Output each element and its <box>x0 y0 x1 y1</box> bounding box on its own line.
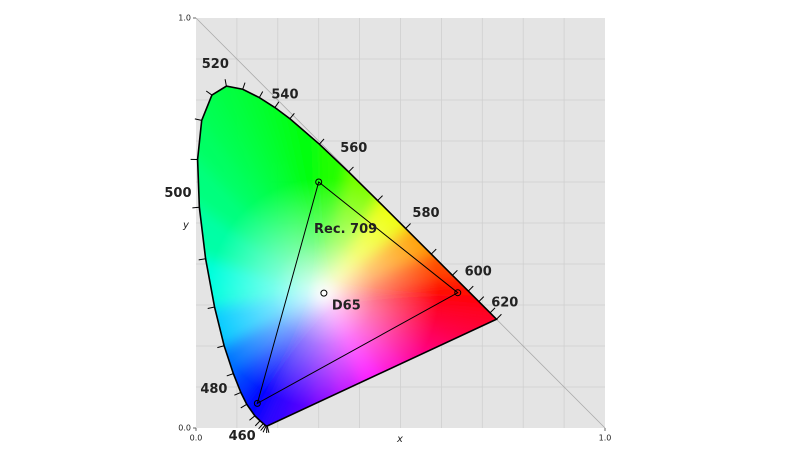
whitepoint <box>320 289 328 297</box>
locus-tick <box>430 248 437 255</box>
wavelength-label: 500 <box>164 186 191 201</box>
x-axis-label: x <box>396 434 403 445</box>
locus-tick <box>217 345 225 349</box>
locus-tick <box>260 424 266 431</box>
y-axis-label: y <box>182 220 190 231</box>
wavelength-label: 540 <box>271 88 298 103</box>
x-tick-label: 0.0 <box>190 434 203 443</box>
locus-tick <box>318 138 325 145</box>
locus-tick <box>452 269 458 276</box>
wavelength-label: 460 <box>229 429 256 444</box>
locus-tick <box>405 223 411 229</box>
locus-tick <box>254 420 261 427</box>
locus-tick <box>496 313 502 320</box>
locus-tick <box>249 415 256 421</box>
wavelength-label: 560 <box>340 141 367 156</box>
gamut-wedge <box>222 86 324 294</box>
wavelength-label: 600 <box>465 264 492 279</box>
locus-tick <box>194 118 202 121</box>
locus-tick <box>258 423 264 430</box>
locus-tick <box>478 296 485 302</box>
locus-tick <box>226 373 234 377</box>
locus-tick <box>262 425 267 433</box>
primary-point <box>315 178 323 186</box>
wavelength-label: 620 <box>491 295 518 310</box>
gamut-wedge <box>262 86 324 294</box>
locus-tick <box>198 258 206 261</box>
locus-tick <box>242 82 246 90</box>
locus-tick <box>348 166 354 173</box>
wavelength-label: 580 <box>412 206 439 221</box>
locus-tick <box>274 101 280 108</box>
y-tick-label: 1.0 <box>178 14 191 23</box>
locus-tick <box>377 195 383 201</box>
locus-tick <box>258 91 264 98</box>
wavelength-label: 480 <box>200 382 227 397</box>
locus-tick <box>234 391 242 396</box>
gamut-label: Rec. 709 <box>314 222 377 237</box>
x-tick-label: 1.0 <box>599 434 612 443</box>
locus-tick <box>467 285 474 292</box>
y-tick-label: 0.0 <box>178 424 191 433</box>
primary-point <box>253 399 261 407</box>
locus-tick <box>192 206 200 209</box>
primary-point <box>454 289 462 297</box>
gamut-triangle <box>256 181 459 405</box>
wavelength-label: 520 <box>202 57 229 72</box>
locus-tick <box>224 79 227 87</box>
locus-tick <box>205 90 213 96</box>
locus-tick <box>489 307 496 314</box>
locus-tick <box>240 403 248 409</box>
whitepoint-label: D65 <box>332 299 361 314</box>
locus-tick <box>289 113 295 120</box>
locus-tick <box>266 425 270 433</box>
locus-tick <box>207 306 215 309</box>
